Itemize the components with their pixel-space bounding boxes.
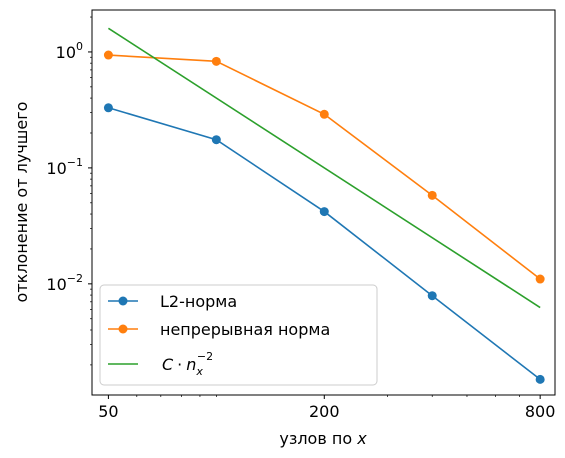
data-point-1-2 [319, 109, 329, 119]
legend-label-continuous: непрерывная норма [160, 320, 330, 339]
x-axis-ticks: 50 200 800 [98, 395, 555, 421]
legend: L2-норма непрерывная норма C · nx−2 [99, 284, 378, 386]
x-tick-label: 800 [525, 402, 556, 421]
y-tick-label: 100 [56, 40, 83, 62]
data-point-1-4 [535, 274, 545, 284]
data-point-0-2 [319, 207, 329, 217]
data-point-1-0 [103, 50, 113, 60]
x-tick-label: 200 [309, 402, 340, 421]
legend-label-reference: C · nx−2 [162, 350, 213, 378]
data-point-1-1 [211, 56, 221, 66]
data-point-1-3 [427, 190, 437, 200]
data-point-0-1 [211, 135, 221, 145]
legend-box [99, 284, 378, 386]
x-axis-label: узлов по x [279, 429, 367, 448]
legend-label-l2: L2-норма [160, 292, 237, 311]
data-point-0-3 [427, 291, 437, 301]
y-tick-label: 10−2 [46, 272, 83, 294]
x-tick-label: 50 [98, 402, 118, 421]
series-line-2 [107, 27, 541, 309]
legend-marker-l2 [118, 296, 128, 306]
data-point-0-0 [103, 103, 113, 113]
y-tick-label: 10−1 [46, 156, 83, 178]
y-axis-ticks: 100 10−1 10−2 [46, 16, 92, 366]
data-point-0-4 [535, 374, 545, 384]
y-axis-label: отклонение от лучшего [12, 102, 31, 303]
legend-marker-continuous [118, 324, 128, 334]
series-layer [103, 27, 545, 384]
